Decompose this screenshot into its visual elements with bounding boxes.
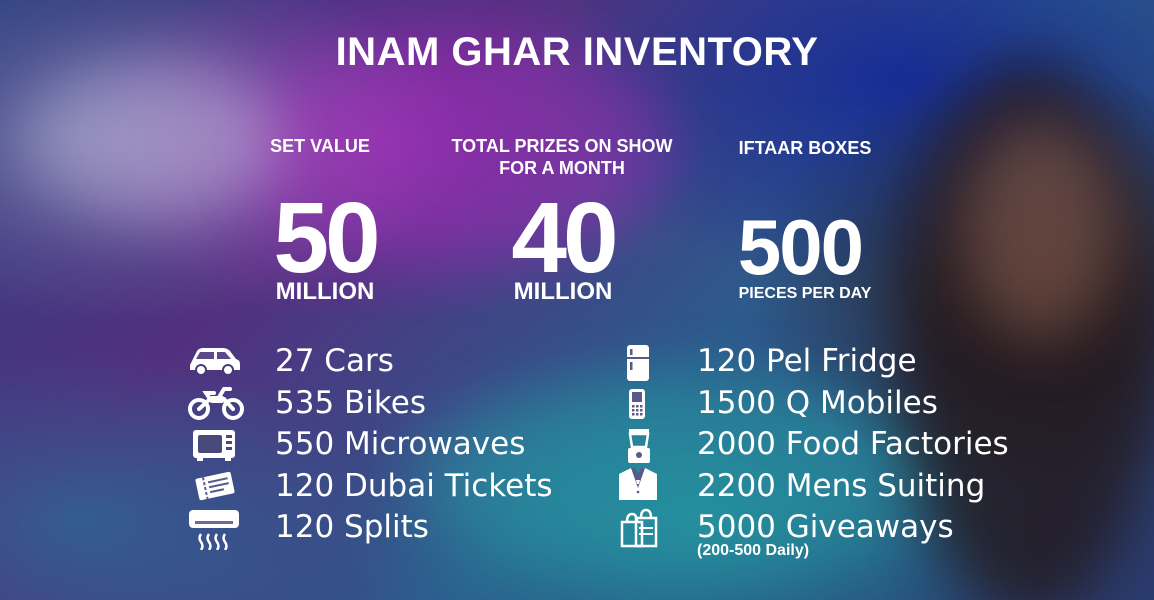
list-item-splits: 120 Splits (275, 509, 429, 545)
stat-unit-set-value: MILLION (275, 278, 375, 305)
list-item-mens-suiting: 2200 Mens Suiting (697, 468, 986, 504)
background-glow-teal (420, 380, 940, 580)
car-icon (187, 345, 241, 377)
bike-icon (188, 385, 244, 421)
ticket-icon (193, 469, 237, 503)
stat-label-total-prizes-line1: TOTAL PRIZES ON SHOW (451, 136, 673, 156)
stat-number-set-value: 50 (273, 182, 380, 294)
microwave-icon (191, 428, 237, 462)
list-item-q-mobiles: 1500 Q Mobiles (697, 385, 938, 421)
background-glow-purple (250, 40, 670, 260)
fridge-icon (625, 344, 651, 382)
background-plane-shape (20, 60, 280, 220)
stat-number-total-prizes: 40 (511, 182, 618, 294)
list-item-food-factories: 2000 Food Factories (697, 426, 1009, 462)
list-item-giveaways: 5000 Giveaways (697, 509, 954, 545)
background-face-glow (960, 120, 1120, 340)
stat-label-iftaar-boxes: IFTAAR BOXES (738, 138, 872, 158)
air-conditioner-icon (187, 508, 241, 550)
stat-number-iftaar-boxes: 500 (737, 203, 864, 291)
list-item-bikes: 535 Bikes (275, 385, 426, 421)
stat-label-total-prizes-line2: FOR A MONTH (499, 158, 625, 178)
shopping-bags-icon (618, 506, 660, 548)
page-title: INAM GHAR INVENTORY (335, 30, 819, 74)
stat-unit-total-prizes: MILLION (513, 278, 613, 305)
list-item-cars: 27 Cars (275, 343, 394, 379)
list-item-microwaves: 550 Microwaves (275, 426, 526, 462)
stat-unit-iftaar-boxes: PIECES PER DAY (738, 285, 872, 302)
background-person-silhouette (900, 60, 1154, 600)
food-factory-icon (624, 427, 654, 465)
suit-icon (617, 466, 659, 502)
mobile-phone-icon (628, 388, 646, 420)
list-item-dubai-tickets: 120 Dubai Tickets (275, 468, 553, 504)
list-item-pel-fridge: 120 Pel Fridge (697, 343, 917, 379)
stat-label-set-value: SET VALUE (270, 136, 370, 156)
giveaways-note: (200-500 Daily) (697, 542, 810, 559)
stat-label-total-prizes: TOTAL PRIZES ON SHOW FOR A MONTH (412, 135, 712, 179)
